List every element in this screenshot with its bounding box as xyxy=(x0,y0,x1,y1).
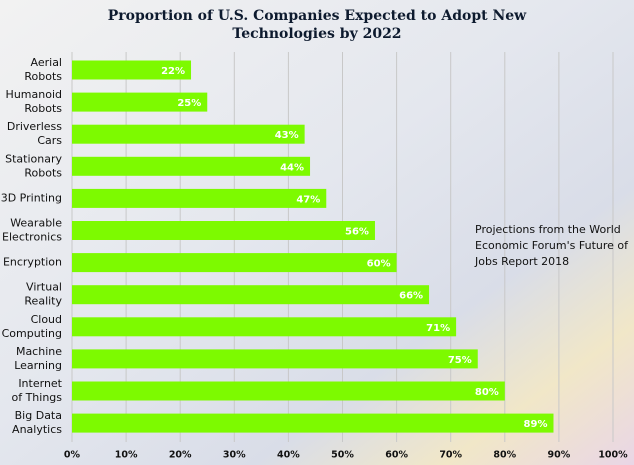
annotation: Economic Forum's Future of xyxy=(475,239,629,252)
y-tick-label: Driverless xyxy=(7,120,62,133)
data-label: 80% xyxy=(475,387,499,398)
y-tick-label: Humanoid xyxy=(6,88,62,101)
x-tick-label: 50% xyxy=(331,450,354,461)
y-tick-label: Machine xyxy=(16,345,62,358)
bar xyxy=(72,156,311,176)
y-tick-label: 3D Printing xyxy=(1,191,62,204)
bar xyxy=(72,60,192,80)
y-tick-label: Robots xyxy=(24,70,62,83)
annotation: Projections from the World xyxy=(475,223,621,236)
data-label: 66% xyxy=(399,291,423,302)
y-tick-label: Cloud xyxy=(31,313,62,326)
y-tick-label: Internet xyxy=(18,377,62,390)
x-tick-label: 70% xyxy=(439,450,462,461)
y-tick-label: Robots xyxy=(24,166,62,179)
x-tick-label: 100% xyxy=(598,450,628,461)
x-tick-label: 60% xyxy=(385,450,408,461)
bar xyxy=(72,285,430,305)
y-tick-label: Aerial xyxy=(31,56,62,69)
data-label: 60% xyxy=(367,259,391,270)
x-tick-label: 80% xyxy=(493,450,516,461)
y-tick-label: Learning xyxy=(14,359,62,372)
data-label: 47% xyxy=(296,194,320,205)
bar xyxy=(72,188,327,208)
bar xyxy=(72,381,505,401)
y-tick-label: Electronics xyxy=(2,231,62,244)
x-tick-label: 40% xyxy=(277,450,300,461)
bar xyxy=(72,92,208,112)
y-tick-label: Robots xyxy=(24,102,62,115)
data-label: 44% xyxy=(280,162,304,173)
chart-title: Technologies by 2022 xyxy=(232,26,401,42)
data-label: 43% xyxy=(275,130,299,141)
bar xyxy=(72,317,457,337)
data-label: 75% xyxy=(448,355,472,366)
y-tick-label: Reality xyxy=(24,295,62,308)
x-tick-label: 20% xyxy=(169,450,192,461)
y-tick-label: Encryption xyxy=(3,256,62,269)
bar xyxy=(72,413,554,433)
x-tick-label: 0% xyxy=(64,450,81,461)
x-tick-label: 10% xyxy=(115,450,138,461)
y-tick-label: Stationary xyxy=(5,152,62,165)
y-tick-label: Computing xyxy=(2,327,62,340)
data-label: 56% xyxy=(345,227,369,238)
bar xyxy=(72,124,305,144)
y-tick-label: Cars xyxy=(37,134,62,147)
y-tick-label: Analytics xyxy=(12,423,62,436)
y-tick-label: Big Data xyxy=(15,409,62,422)
data-label: 25% xyxy=(177,98,201,109)
bar xyxy=(72,349,478,369)
bar xyxy=(72,221,375,240)
data-label: 71% xyxy=(426,323,450,334)
chart-title: Proportion of U.S. Companies Expected to… xyxy=(108,8,527,24)
x-tick-label: 90% xyxy=(548,450,571,461)
y-tick-label: Wearable xyxy=(10,217,62,230)
bar xyxy=(72,253,397,273)
x-tick-label: 30% xyxy=(223,450,246,461)
y-tick-label: Virtual xyxy=(26,281,62,294)
y-tick-label: of Things xyxy=(11,391,62,404)
annotation: Jobs Report 2018 xyxy=(474,255,569,268)
data-label: 22% xyxy=(161,66,185,77)
data-label: 89% xyxy=(524,419,548,430)
